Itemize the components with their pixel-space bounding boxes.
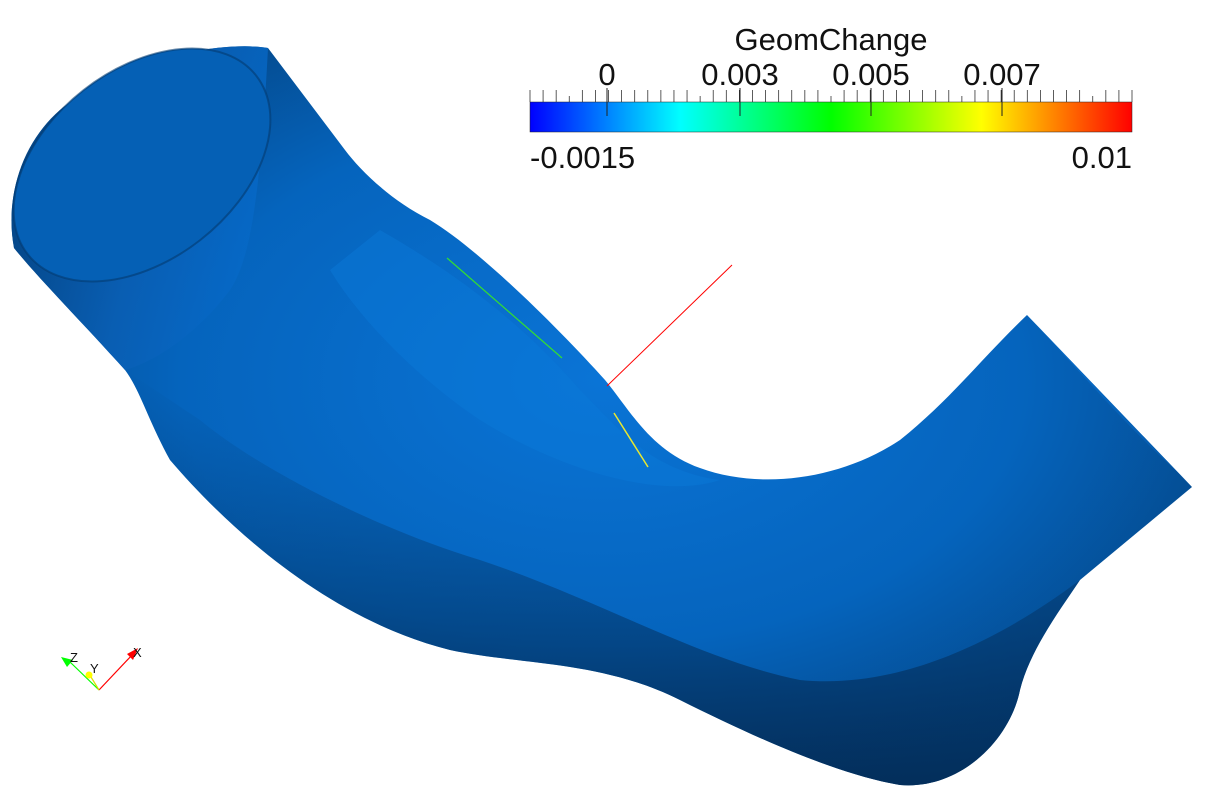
inlet-opening [13, 48, 271, 282]
legend-range-max: 0.01 [1071, 140, 1132, 175]
legend-range-min: -0.0015 [530, 140, 636, 175]
orientation-axes [61, 648, 138, 691]
legend-tick-label: 0.007 [963, 57, 1041, 92]
orientation-x-label: X [133, 645, 142, 660]
y-axis-line [613, 412, 649, 468]
legend-tick-label: 0.003 [701, 57, 779, 92]
z-axis-line [446, 257, 563, 359]
orientation-z-label: Z [70, 650, 78, 665]
legend-title: GeomChange [734, 22, 928, 57]
pipe-body [11, 46, 1192, 786]
x-axis-line [606, 264, 733, 387]
legend-colorbar [529, 88, 1133, 133]
pipe-bottom-shadow [125, 370, 1080, 786]
pipe-highlight [330, 230, 720, 487]
outlet-face [1027, 315, 1192, 487]
legend-tick-label: 0 [598, 57, 616, 92]
legend-tick-label: 0.005 [832, 57, 910, 92]
orientation-y-label: Y [90, 661, 99, 676]
